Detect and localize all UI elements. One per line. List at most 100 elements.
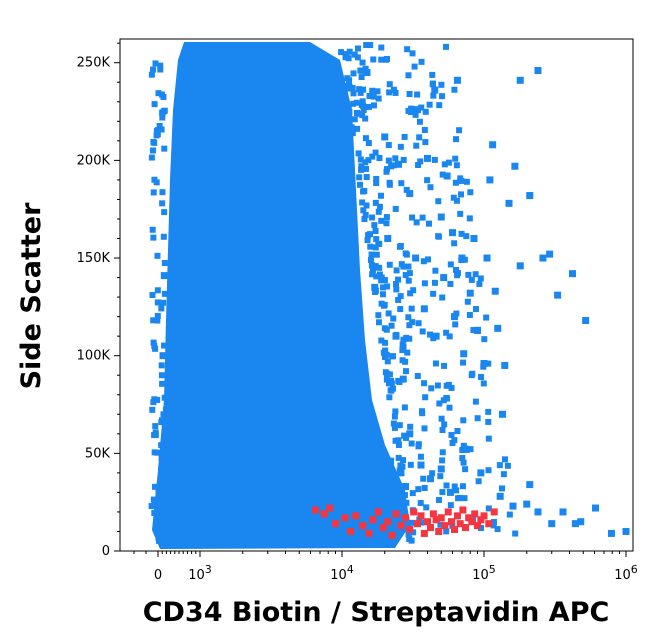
- negative-event-point: [443, 172, 451, 180]
- fringe-point: [421, 425, 428, 432]
- fringe-point: [405, 107, 412, 114]
- fringe-point: [351, 51, 358, 58]
- fringe-point: [390, 315, 397, 322]
- fringe-point: [365, 140, 372, 147]
- negative-event-point: [486, 176, 494, 184]
- fringe-point: [351, 116, 358, 123]
- positive-event-point: [437, 514, 445, 522]
- fringe-point: [402, 272, 409, 279]
- fringe-point: [417, 158, 424, 165]
- positive-event-point: [397, 522, 405, 530]
- fringe-point: [159, 380, 166, 387]
- fringe-point: [360, 207, 367, 214]
- fringe-point: [434, 382, 441, 389]
- negative-event-point: [359, 406, 367, 414]
- fringe-point: [412, 111, 419, 118]
- fringe-point: [157, 66, 164, 73]
- negative-event-point: [437, 213, 445, 221]
- fringe-point: [372, 199, 379, 206]
- negative-event-point: [374, 436, 382, 444]
- positive-event-point: [401, 514, 409, 522]
- fringe-point: [158, 490, 165, 497]
- negative-event-point: [384, 235, 392, 242]
- fringe-point: [361, 187, 368, 194]
- fringe-point: [422, 394, 429, 401]
- fringe-point: [416, 134, 423, 141]
- fringe-point: [406, 270, 413, 277]
- fringe-point: [375, 208, 382, 215]
- fringe-point: [436, 400, 443, 407]
- fringe-point: [152, 60, 159, 67]
- fringe-point: [378, 300, 385, 307]
- fringe-point: [472, 398, 479, 405]
- fringe-point: [348, 125, 355, 132]
- fringe-point: [369, 214, 376, 221]
- fringe-point: [391, 424, 398, 431]
- negative-event-point: [462, 445, 470, 453]
- fringe-point: [155, 534, 162, 541]
- fringe-point: [463, 178, 470, 185]
- fringe-point: [356, 174, 363, 181]
- fringe-point: [483, 314, 490, 321]
- positive-event-point: [406, 526, 414, 534]
- fringe-point: [150, 189, 157, 196]
- negative-event-point: [406, 190, 414, 198]
- fringe-point: [386, 89, 393, 96]
- fringe-point: [429, 80, 436, 87]
- positive-event-point: [374, 508, 382, 516]
- positive-event-point: [369, 516, 377, 524]
- y-tick-label: 50K: [85, 446, 111, 461]
- negative-event-point: [395, 160, 403, 168]
- fringe-point: [404, 46, 411, 53]
- fringe-point: [439, 427, 446, 434]
- fringe-point: [439, 171, 446, 178]
- negative-event-point: [451, 313, 459, 321]
- fringe-point: [363, 165, 370, 172]
- negative-event-point: [577, 518, 585, 526]
- negative-event-point: [466, 289, 474, 297]
- fringe-point: [413, 219, 420, 226]
- fringe-point: [385, 310, 392, 317]
- fringe-point: [383, 220, 390, 227]
- fringe-point: [158, 126, 165, 133]
- fringe-point: [458, 177, 465, 184]
- x-tick-label: 105: [472, 563, 496, 583]
- fringe-point: [377, 192, 384, 199]
- fringe-point: [376, 155, 383, 162]
- fringe-point: [406, 322, 413, 329]
- negative-event-point: [397, 469, 405, 477]
- fringe-point: [407, 290, 414, 297]
- fringe-point: [459, 483, 466, 490]
- fringe-point: [426, 101, 433, 108]
- fringe-point: [153, 132, 160, 139]
- fringe-point: [350, 90, 357, 97]
- fringe-point: [384, 165, 391, 172]
- fringe-point: [449, 439, 456, 446]
- fringe-point: [447, 280, 454, 287]
- fringe-point: [372, 149, 379, 156]
- fringe-point: [465, 271, 472, 278]
- fringe-point: [472, 271, 479, 278]
- positive-event-point: [444, 508, 452, 516]
- fringe-point: [395, 454, 402, 461]
- negative-event-point: [412, 254, 420, 262]
- fringe-point: [430, 92, 437, 99]
- fringe-point: [397, 293, 404, 300]
- fringe-point: [397, 143, 404, 150]
- fringe-point: [365, 103, 372, 110]
- fringe-point: [150, 339, 157, 346]
- fringe-point: [498, 485, 505, 492]
- negative-event-point: [399, 375, 407, 383]
- fringe-point: [435, 198, 442, 205]
- fringe-point: [453, 487, 460, 494]
- fringe-point: [439, 489, 446, 496]
- fringe-point: [380, 284, 387, 291]
- fringe-point: [460, 417, 467, 424]
- negative-event-point: [546, 250, 554, 258]
- fringe-point: [439, 294, 446, 301]
- fringe-point: [369, 262, 376, 269]
- fringe-point: [400, 457, 407, 464]
- fringe-point: [369, 153, 376, 160]
- negative-event-point: [440, 274, 448, 282]
- fringe-point: [451, 240, 458, 247]
